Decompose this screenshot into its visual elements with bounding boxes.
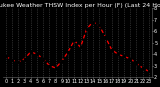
- Title: Milwaukee Weather THSW Index per Hour (F) (Last 24 Hours): Milwaukee Weather THSW Index per Hour (F…: [0, 3, 160, 8]
